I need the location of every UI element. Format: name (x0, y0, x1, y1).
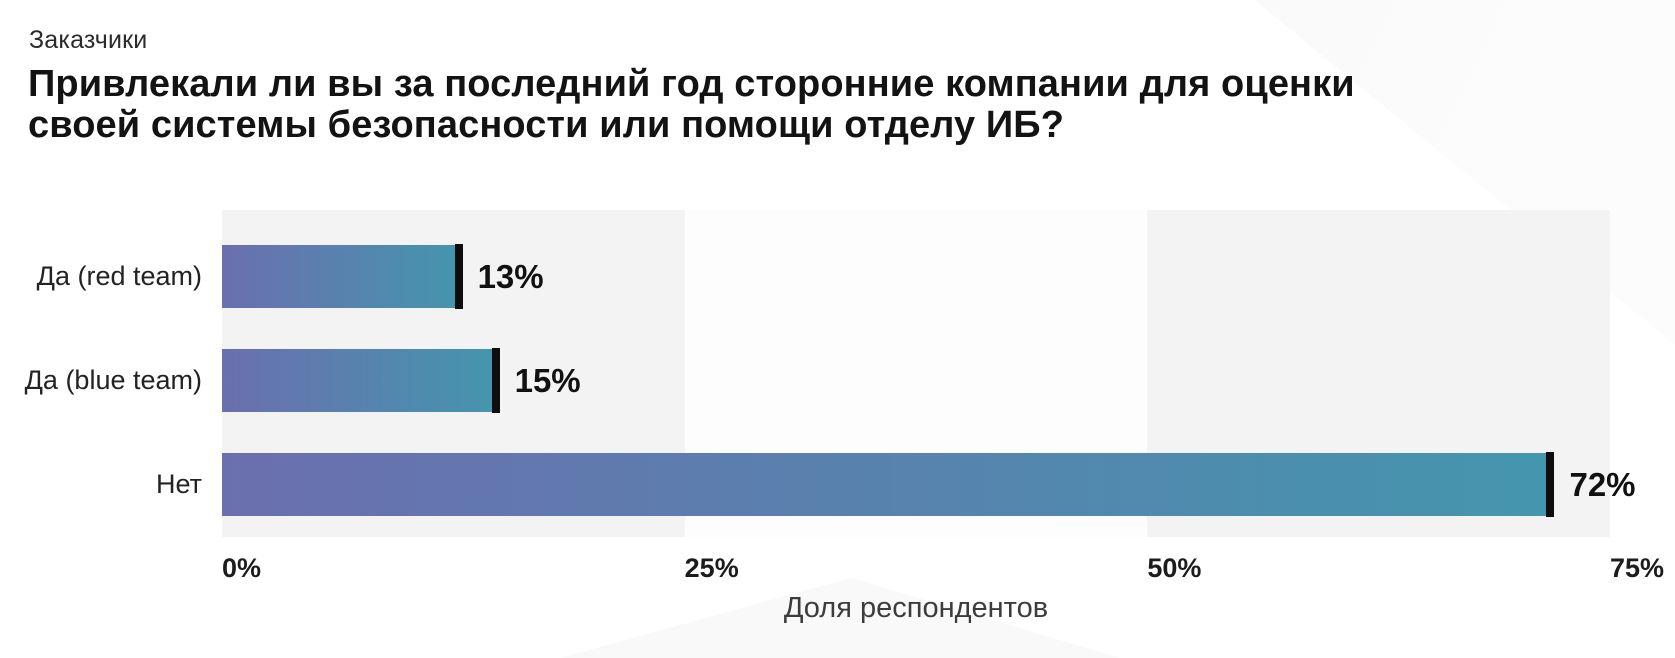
bar-end-cap (491, 348, 500, 413)
category-axis: Да (red team) Да (blue team) Нет (0, 210, 212, 537)
bar-row: 13% (222, 244, 1610, 309)
bar-end-cap (1546, 452, 1555, 517)
x-tick-label: 0% (222, 553, 262, 583)
bar (222, 452, 1555, 517)
value-label: 13% (477, 258, 544, 295)
x-tick-label: 75% (1610, 553, 1665, 583)
category-label: Нет (156, 469, 202, 499)
chart-title: Привлекали ли вы за последний год сторон… (28, 64, 1355, 146)
bar-row: 72% (222, 452, 1636, 517)
bar-row: 15% (222, 348, 1610, 413)
category-label: Да (blue team) (24, 365, 202, 395)
chart-title-line-2: своей системы безопасности или помощи от… (28, 104, 1065, 146)
bar-chart-plot: 13% 15% 72% (222, 210, 1636, 537)
x-tick-label: 25% (684, 553, 739, 583)
x-axis-title: Доля респондентов (783, 592, 1049, 624)
bar-end-cap (454, 244, 463, 309)
bar (222, 348, 500, 413)
bar (222, 244, 463, 309)
value-label: 15% (514, 362, 581, 399)
chart-title-line-1: Привлекали ли вы за последний год сторон… (28, 63, 1355, 105)
value-label: 72% (1569, 466, 1636, 503)
category-label: Да (red team) (36, 261, 202, 291)
chart-eyebrow: Заказчики (29, 26, 148, 54)
x-tick-label: 50% (1147, 553, 1202, 583)
